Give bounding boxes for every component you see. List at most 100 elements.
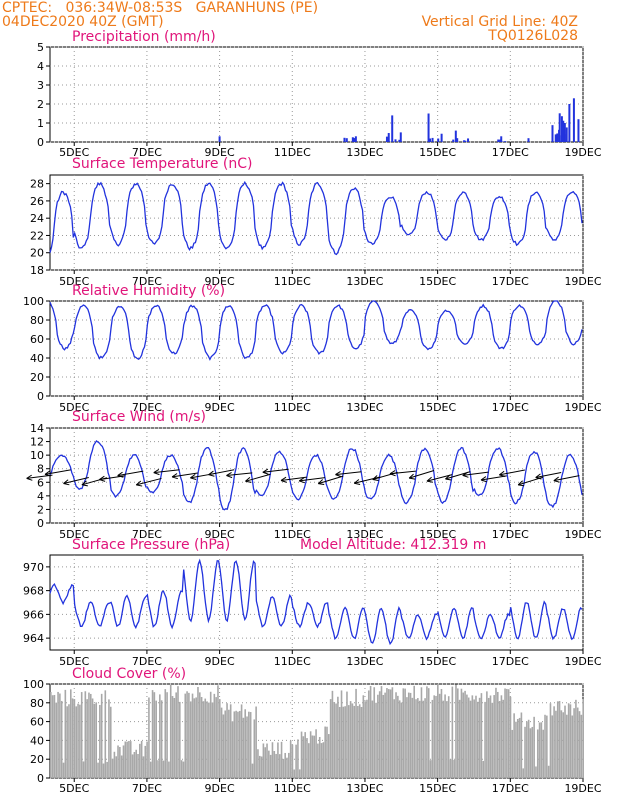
cloud-bar [109, 706, 112, 778]
cloud-bar [128, 740, 130, 778]
precip-bar [454, 130, 457, 142]
cloud-bar [237, 711, 239, 778]
x-tick-label: 7DEC [132, 146, 162, 159]
cloud-bar [429, 760, 432, 778]
precip-bar [399, 132, 402, 142]
cloud-bar [99, 704, 101, 778]
cloud-bar [553, 706, 555, 778]
cloud-bar [489, 695, 492, 778]
cloud-bar [315, 729, 317, 778]
cloud-bar [462, 692, 465, 778]
y-tick-label: 4 [37, 490, 44, 503]
x-tick-label: 7DEC [132, 275, 162, 288]
cloud-bar [320, 743, 323, 778]
precip-bar [560, 116, 563, 142]
cloud-bar [135, 749, 137, 778]
cloud-bar [251, 763, 254, 778]
cloud-bar [542, 729, 545, 778]
cloud-bar [466, 694, 468, 778]
x-tick-label: 9DEC [205, 146, 235, 159]
cloud-bar [268, 750, 270, 778]
cloud-bar [335, 703, 337, 778]
cloud-bar [71, 698, 74, 778]
cloud-bar [188, 692, 190, 778]
wind-arrow [117, 470, 144, 478]
cloud-bar [206, 701, 208, 778]
cloud-bar [277, 742, 279, 778]
run-time-header: 04DEC2020 40Z (GMT) [2, 14, 164, 30]
cloud-bar [578, 711, 581, 778]
cloud-bar [146, 741, 148, 778]
wind-arrow [153, 468, 180, 476]
x-tick-label: 19DEC [564, 401, 601, 414]
x-tick-label: 5DEC [59, 655, 89, 668]
cloud-bar [266, 743, 268, 778]
cloud-bar [73, 699, 76, 778]
cloud-bar [82, 761, 85, 778]
y-tick-label: 964 [23, 632, 44, 645]
x-tick-label: 5DEC [59, 782, 89, 795]
cloud-bar [93, 704, 96, 778]
cloud-bar [220, 707, 223, 778]
cloud-bar [329, 699, 332, 778]
cloud-bar [533, 716, 535, 778]
cloud-bar [53, 694, 56, 778]
wind-arrow [553, 475, 580, 483]
cloud-bar [457, 688, 459, 778]
cloud-bar [324, 726, 326, 778]
cloud-bar [115, 756, 118, 778]
cloud-bar [509, 696, 512, 778]
cloud-bar [131, 754, 134, 778]
cloud-bar [122, 745, 125, 778]
cloud-bar [226, 703, 228, 778]
cloud-bar [371, 700, 374, 778]
y-tick-label: 20 [30, 753, 44, 766]
cloud-bar [386, 688, 388, 778]
cloud-bar [331, 690, 334, 778]
cloud-bar [291, 744, 294, 778]
cloud-bar [564, 705, 566, 778]
panel-title: Relative Humidity (%) [72, 283, 225, 299]
cloud-bar [50, 692, 52, 778]
precip-bar [428, 138, 431, 142]
cloud-bar [168, 761, 170, 778]
cloud-bar [411, 697, 414, 778]
y-tick-label: 60 [30, 333, 44, 346]
x-tick-label: 7DEC [132, 401, 162, 414]
cloud-bar [502, 699, 505, 778]
y-tick-label: 1 [37, 117, 44, 130]
cloud-bar [507, 689, 510, 778]
cloud-bar [244, 709, 247, 778]
x-tick-label: 15DEC [419, 528, 456, 541]
x-tick-label: 7DEC [132, 655, 162, 668]
panel-title: Surface Wind (m/s) [72, 409, 206, 425]
precip-bar [464, 140, 467, 142]
wind-arrow [63, 477, 89, 486]
cloud-bar [397, 695, 399, 778]
cloud-bar [300, 731, 303, 778]
cloud-bar [218, 699, 221, 778]
precip-bar [527, 138, 530, 142]
cloud-bar [102, 763, 105, 778]
cloud-bar [402, 688, 405, 778]
cloud-bar [182, 761, 185, 778]
cloud-bar [328, 734, 330, 778]
cloud-bar [420, 687, 423, 778]
cloud-bar [322, 742, 325, 778]
precip-bar [551, 125, 554, 142]
wind-arrow [171, 472, 198, 480]
cloud-bar [224, 710, 227, 778]
cloud-bar [407, 692, 410, 778]
wind-arrow [245, 473, 271, 483]
cloud-bar [362, 695, 365, 778]
cloud-bar [355, 688, 357, 778]
x-tick-label: 19DEC [564, 146, 601, 159]
cloud-bar [111, 758, 114, 778]
cloud-bar [551, 715, 554, 778]
y-tick-label: 24 [30, 212, 44, 225]
cloud-bar [91, 698, 94, 778]
precip-bar [577, 119, 580, 142]
cloud-bar [560, 710, 563, 778]
cloud-bar [229, 704, 232, 778]
cloud-bar [571, 715, 574, 778]
